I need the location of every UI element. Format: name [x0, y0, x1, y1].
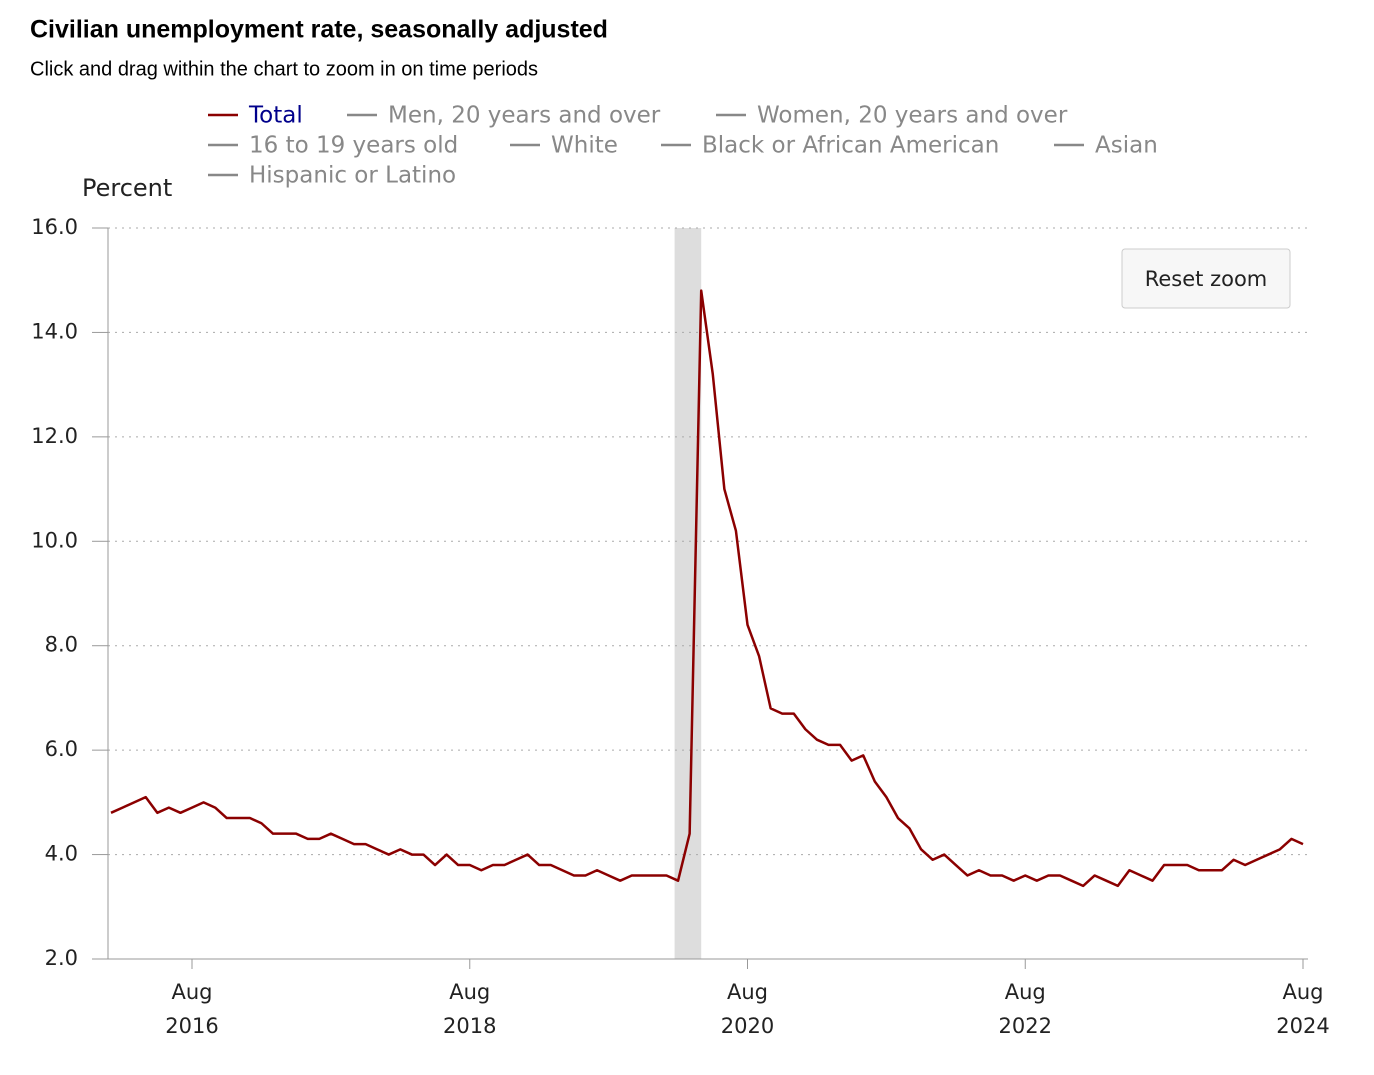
chart-title: Civilian unemployment rate, seasonally a… — [30, 16, 608, 44]
legend-item[interactable]: Total — [208, 103, 303, 129]
legend-label[interactable]: White — [551, 133, 618, 159]
y-tick-label: 4.0 — [45, 842, 78, 866]
y-tick-label: 10.0 — [31, 528, 78, 552]
button-label[interactable]: Reset zoom — [1145, 267, 1268, 291]
legend-label[interactable]: Black or African American — [702, 133, 999, 159]
legend-item[interactable]: Men, 20 years and over — [347, 103, 661, 129]
y-tick-label: 12.0 — [31, 424, 78, 448]
legend-item[interactable]: Black or African American — [661, 133, 999, 159]
legend-label[interactable]: Women, 20 years and over — [757, 103, 1068, 129]
y-tick-label: 14.0 — [31, 319, 78, 343]
y-tick-label: 8.0 — [45, 633, 78, 657]
legend-item[interactable]: Asian — [1054, 133, 1158, 159]
legend-label[interactable]: Total — [248, 103, 303, 129]
recession-band — [674, 228, 702, 959]
button-box[interactable] — [1121, 248, 1291, 309]
x-tick-label: Aug 2022 — [999, 980, 1052, 1038]
y-tick-label: 2.0 — [45, 946, 78, 970]
x-tick-label: Aug 2016 — [165, 980, 218, 1038]
legend-item[interactable]: Women, 20 years and over — [716, 103, 1068, 129]
x-tick-label: Aug 2020 — [721, 980, 774, 1038]
x-tick-label: Aug 2024 — [1276, 980, 1329, 1038]
legend-item[interactable]: 16 to 19 years old — [208, 133, 458, 159]
x-tick-label: Aug 2018 — [443, 980, 496, 1038]
y-tick-label: 16.0 — [31, 215, 78, 239]
reset-zoom-button[interactable]: Reset zoom — [1121, 248, 1291, 309]
legend-label[interactable]: Asian — [1095, 133, 1158, 159]
legend-item[interactable]: Hispanic or Latino — [208, 163, 456, 189]
y-tick-label: 6.0 — [45, 737, 78, 761]
legend-label[interactable]: Hispanic or Latino — [249, 163, 456, 189]
legend-label[interactable]: Men, 20 years and over — [388, 103, 661, 129]
series-line — [110, 289, 1304, 888]
legend-label[interactable]: 16 to 19 years old — [249, 133, 458, 159]
y-axis-label: Percent — [82, 174, 172, 202]
legend-item[interactable]: White — [510, 133, 618, 159]
chart-subtitle: Click and drag within the chart to zoom … — [30, 58, 538, 80]
